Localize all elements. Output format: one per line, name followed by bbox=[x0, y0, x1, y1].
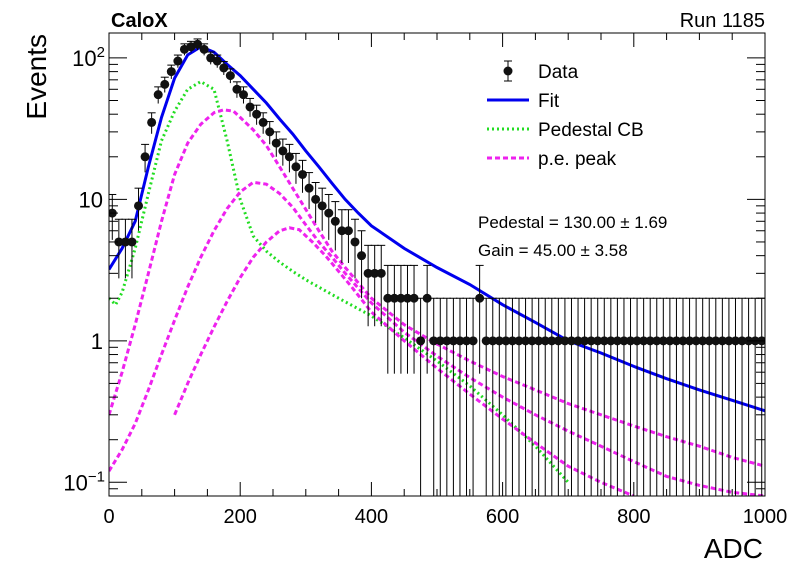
x-tick-label: 200 bbox=[224, 506, 257, 528]
data-point bbox=[704, 297, 714, 496]
data-point bbox=[291, 152, 301, 184]
legend-entry: Fit bbox=[487, 91, 560, 112]
data-point bbox=[534, 297, 544, 496]
data-point bbox=[147, 112, 157, 134]
pe-peak-1-curve bbox=[109, 108, 765, 468]
data-point bbox=[219, 61, 229, 75]
data-point bbox=[166, 64, 176, 79]
data-point bbox=[232, 81, 242, 98]
experiment-label: CaloX bbox=[111, 10, 168, 32]
data-point bbox=[599, 297, 609, 496]
legend-entry: Pedestal CB bbox=[487, 120, 644, 141]
data-point bbox=[639, 297, 649, 496]
data-point bbox=[671, 297, 681, 496]
legend-marker bbox=[503, 66, 513, 76]
data-point bbox=[494, 297, 504, 496]
data-point bbox=[298, 159, 308, 193]
data-point bbox=[416, 297, 426, 496]
pe-peak-3-curve bbox=[173, 226, 635, 496]
plot-curves bbox=[109, 45, 765, 496]
data-point bbox=[311, 181, 321, 223]
x-tick-label: 600 bbox=[486, 506, 519, 528]
gain-annotation: Gain = 45.00 ± 3.58 bbox=[478, 241, 628, 260]
data-point bbox=[376, 244, 386, 327]
data-point bbox=[304, 172, 314, 210]
data-point bbox=[553, 297, 563, 496]
data-point bbox=[284, 143, 294, 173]
data-point bbox=[265, 121, 275, 145]
data-point bbox=[134, 187, 144, 231]
data-point bbox=[343, 209, 353, 263]
data-point bbox=[724, 297, 734, 496]
data-point bbox=[173, 54, 183, 68]
data-point bbox=[271, 131, 281, 157]
data-point bbox=[120, 218, 130, 279]
data-point bbox=[468, 297, 478, 496]
data-point bbox=[317, 187, 327, 231]
y-axis-label: Events bbox=[21, 34, 52, 120]
pe-peak-2-curve bbox=[109, 180, 765, 496]
y-tick-label: 10−1 bbox=[63, 468, 105, 495]
data-point bbox=[573, 297, 583, 496]
data-point bbox=[350, 218, 360, 279]
data-point bbox=[409, 264, 419, 374]
data-point bbox=[501, 297, 511, 496]
x-tick-label: 1000 bbox=[743, 506, 788, 528]
data-point bbox=[252, 104, 262, 125]
x-axis-ticks: 0 200 400 600 800 1000 bbox=[103, 33, 787, 528]
data-point bbox=[619, 297, 629, 496]
data-point bbox=[698, 297, 708, 496]
pedestal-annotation: Pedestal = 130.00 ± 1.69 bbox=[478, 213, 667, 232]
data-point bbox=[442, 297, 452, 496]
data-point bbox=[258, 112, 268, 134]
data-point bbox=[193, 38, 203, 50]
x-tick-label: 0 bbox=[103, 506, 114, 528]
data-point bbox=[685, 297, 695, 496]
x-axis-label: ADC bbox=[704, 533, 763, 564]
legend-label: Data bbox=[538, 62, 579, 83]
data-point bbox=[225, 68, 235, 84]
x-tick-label: 400 bbox=[355, 506, 388, 528]
data-point bbox=[652, 297, 662, 496]
data-point bbox=[140, 143, 150, 173]
data-point bbox=[566, 297, 576, 496]
legend: Data Fit Pedestal CB p.e. peak bbox=[487, 60, 644, 170]
data-point bbox=[153, 86, 163, 104]
data-point bbox=[238, 86, 248, 104]
data-point bbox=[278, 138, 288, 166]
legend-label: Fit bbox=[538, 91, 560, 112]
data-point bbox=[199, 43, 209, 56]
y-tick-label: 102 bbox=[72, 44, 105, 71]
data-point bbox=[612, 297, 622, 496]
legend-entry: Data bbox=[503, 60, 579, 83]
y-tick-label: 10 bbox=[79, 187, 103, 212]
data-point bbox=[245, 97, 255, 117]
data-point bbox=[212, 54, 222, 68]
data-point bbox=[357, 230, 367, 299]
run-label: Run 1185 bbox=[680, 10, 765, 32]
data-point bbox=[324, 193, 334, 240]
legend-label: Pedestal CB bbox=[538, 120, 644, 141]
y-tick-label: 1 bbox=[91, 329, 103, 354]
data-point bbox=[402, 264, 412, 374]
fit-curve bbox=[109, 45, 765, 413]
data-point bbox=[160, 76, 170, 93]
data-point bbox=[422, 264, 432, 374]
y-axis-ticks: 10−1 1 10 102 bbox=[63, 44, 765, 497]
data-point bbox=[475, 264, 485, 374]
x-tick-label: 800 bbox=[617, 506, 650, 528]
legend-label: p.e. peak bbox=[538, 149, 617, 170]
pedestal-cb-curve bbox=[109, 79, 570, 484]
data-point bbox=[330, 201, 340, 251]
data-point bbox=[127, 218, 137, 279]
legend-entry: p.e. peak bbox=[487, 149, 617, 170]
